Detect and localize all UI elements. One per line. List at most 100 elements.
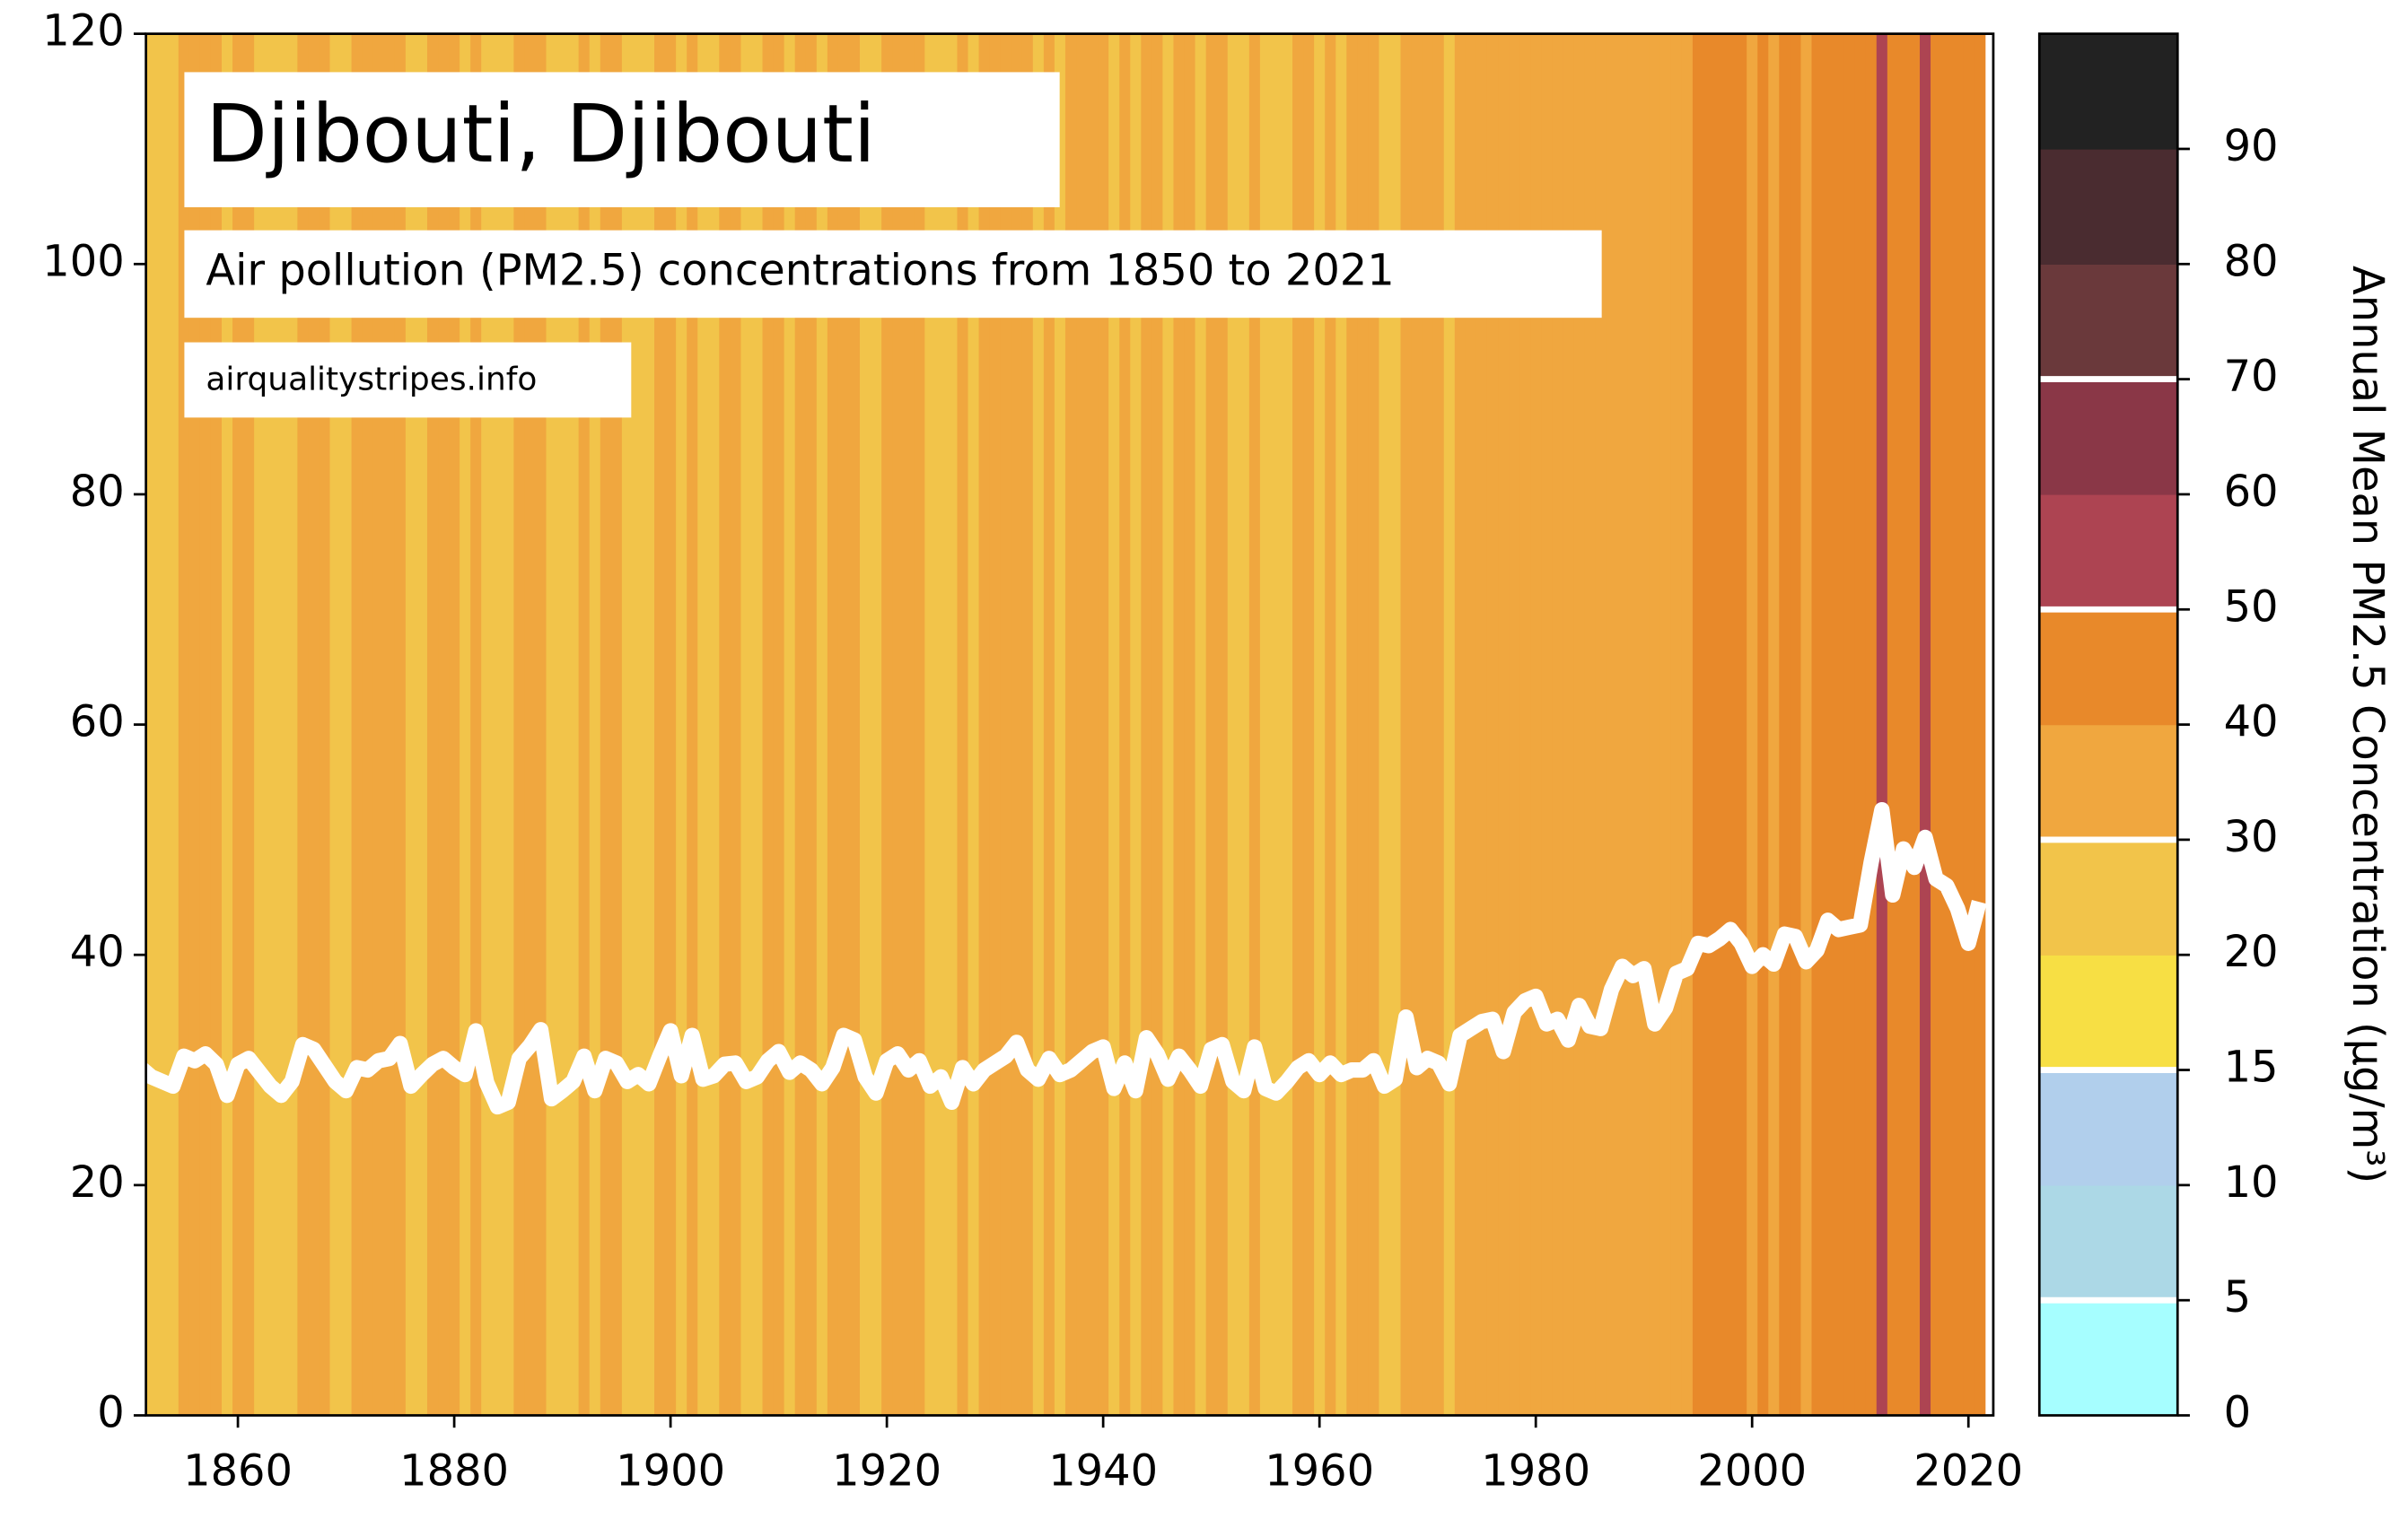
colorbar-segment [2039,724,2178,841]
stripe [156,33,169,1416]
x-tick-label: 2020 [1913,1447,2023,1497]
colorbar-tick-label: 50 [2224,582,2279,632]
colorbar-segment [2039,148,2178,265]
colorbar-tick-label: 70 [2224,353,2279,402]
stripe [1541,33,1554,1416]
colorbar-segment [2039,955,2178,1071]
stripe [1681,33,1694,1416]
y-tick-label: 0 [97,1389,124,1438]
stripe [1519,33,1532,1416]
colorbar-tick-label: 5 [2224,1273,2251,1323]
stripe [1606,33,1618,1416]
stripe [1876,33,1888,1416]
stripe [1616,33,1629,1416]
colorbar-segment [2039,609,2178,726]
stripe [1974,33,1986,1416]
stripe [1703,33,1716,1416]
y-tick-label: 60 [70,698,125,747]
stripe [1843,33,1856,1416]
stripe [1919,33,1932,1416]
colorbar-segment [2039,33,2178,150]
stripe [1087,33,1099,1416]
stripe [1552,33,1564,1416]
source-box [184,342,632,418]
stripe [1000,33,1012,1416]
stripe [1649,33,1661,1416]
x-tick-label: 1860 [183,1447,293,1497]
stripe [1659,33,1672,1416]
stripe [1822,33,1834,1416]
colorbar-tick-label: 10 [2224,1158,2279,1208]
stripe [1854,33,1867,1416]
colorbar-tick-label: 20 [2224,928,2279,977]
stripe [1725,33,1738,1416]
stripe [1670,33,1683,1416]
y-tick-label: 100 [42,237,124,286]
chart-title: Djibouti, Djibouti [206,87,875,180]
stripe [1270,33,1283,1416]
stripe [1865,33,1878,1416]
x-tick-label: 1900 [616,1447,725,1497]
y-tick-label: 20 [70,1158,125,1208]
stripe [1768,33,1781,1416]
x-tick-label: 1880 [399,1447,509,1497]
stripe [1627,33,1640,1416]
colorbar-segment [2039,264,2178,380]
stripe [1908,33,1922,1416]
stripe [1465,33,1477,1416]
stripe [1747,33,1759,1416]
title-boxes: Djibouti, Djibouti Air pollution (PM2.5)… [184,72,1602,418]
stripe [1638,33,1651,1416]
colorbar-tick-label: 15 [2224,1043,2279,1093]
x-tick-label: 1920 [832,1447,941,1497]
stripe [1486,33,1500,1416]
stripe [1952,33,1965,1416]
colorbar-tick-label: 80 [2224,237,2279,286]
stripe [1595,33,1607,1416]
stripe [1941,33,1954,1416]
stripe [1931,33,1943,1416]
stripe [167,33,180,1416]
stripe [1475,33,1488,1416]
colorbar-tick-label: 90 [2224,122,2279,171]
stripe [1736,33,1748,1416]
stripe [837,33,850,1416]
source: airqualitystripes.info [206,361,537,397]
colorbar-segment [2039,839,2178,956]
x-tick-label: 2000 [1697,1447,1807,1497]
x-tick-label: 1980 [1481,1447,1590,1497]
pm25-line [145,801,1987,1115]
colorbar-label: Annual Mean PM2.5 Concentration (µg/m³) [2342,266,2392,1183]
y-tick-label: 80 [70,467,125,517]
y-tick-label: 120 [42,7,124,57]
stripe [1833,33,1845,1416]
colorbar-segment [2039,1300,2178,1417]
stripe [1584,33,1597,1416]
stripe [1573,33,1586,1416]
subtitle-box [184,230,1602,319]
stripe [145,33,158,1416]
stripe [1790,33,1802,1416]
x-tick-label: 1960 [1265,1447,1374,1497]
stripe [1509,33,1521,1416]
colorbar-tick-label: 30 [2224,813,2279,862]
colorbar-tick-label: 40 [2224,698,2279,747]
colorbar-segment [2039,1069,2178,1186]
chart-subtitle: Air pollution (PM2.5) concentrations fro… [206,247,1394,296]
stripe [1897,33,1910,1416]
stripe [1692,33,1704,1416]
colorbar-segment [2039,493,2178,610]
line-layer [145,801,1987,1115]
stripe [1714,33,1727,1416]
colorbar-tick-label: 60 [2224,467,2279,517]
colorbar-tick-label: 0 [2224,1389,2251,1438]
x-tick-label: 1940 [1048,1447,1158,1497]
stripe [1811,33,1824,1416]
colorbar-segment [2039,379,2178,495]
stripe [1563,33,1575,1416]
stripe [1963,33,1975,1416]
colorbar: 0 5 10 15 20 30 40 50 60 70 80 90 [2037,32,2279,1438]
title-box [184,72,1060,207]
stripe [1800,33,1813,1416]
